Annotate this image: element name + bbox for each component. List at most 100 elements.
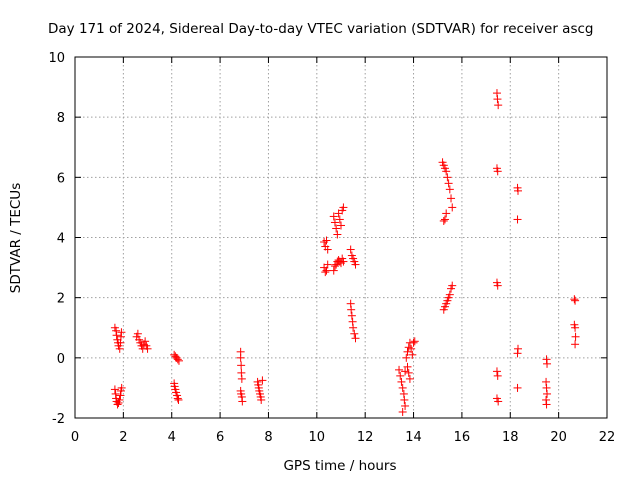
- data-point: [339, 257, 348, 266]
- data-point: [339, 203, 348, 212]
- data-point: [513, 349, 522, 358]
- x-axis-label: GPS time / hours: [283, 458, 396, 474]
- data-point: [401, 401, 410, 410]
- data-point: [444, 179, 453, 188]
- data-point: [400, 395, 409, 404]
- data-point: [442, 209, 451, 218]
- data-point: [447, 194, 456, 203]
- x-tick-label: 16: [454, 430, 471, 445]
- data-point: [330, 218, 339, 227]
- x-tick-labels: 0 2 4 6 8 10 12 14 16 18 20 22: [71, 430, 615, 445]
- data-point: [133, 329, 142, 338]
- data-point: [258, 376, 267, 385]
- grid: [75, 57, 607, 418]
- data-point: [322, 236, 331, 245]
- data-point: [113, 400, 122, 409]
- y-tick-label: 8: [57, 111, 65, 126]
- data-point: [570, 295, 579, 304]
- data-point: [347, 305, 356, 314]
- data-point: [402, 353, 411, 362]
- data-point: [543, 359, 552, 368]
- data-point: [493, 95, 502, 104]
- data-point: [494, 397, 503, 406]
- x-tick-label: 2: [119, 430, 127, 445]
- data-point: [395, 365, 404, 374]
- x-tick-label: 4: [168, 430, 176, 445]
- data-point: [237, 361, 246, 370]
- data-point: [321, 268, 330, 277]
- data-point: [494, 101, 503, 110]
- data-point: [346, 245, 355, 254]
- data-point: [351, 260, 360, 269]
- data-point: [514, 186, 523, 195]
- data-point: [112, 331, 121, 340]
- data-point: [173, 355, 182, 364]
- data-point: [349, 323, 358, 332]
- data-point: [409, 338, 418, 347]
- data-point: [493, 167, 502, 176]
- data-point: [571, 332, 580, 341]
- data-point: [117, 328, 126, 337]
- data-point: [174, 395, 183, 404]
- x-tick-label: 0: [71, 430, 79, 445]
- y-tick-label: -2: [52, 412, 65, 427]
- axis-ticks: [74, 56, 608, 419]
- x-tick-label: 6: [216, 430, 224, 445]
- data-point: [337, 221, 345, 230]
- data-point: [398, 383, 407, 392]
- x-tick-label: 10: [309, 430, 326, 445]
- data-point: [404, 368, 413, 377]
- data-point: [347, 311, 356, 320]
- data-point: [237, 374, 246, 383]
- y-axis-label: SDTVAR / TECUs: [8, 183, 24, 293]
- data-point: [493, 371, 502, 380]
- data-point: [141, 337, 150, 346]
- data-point: [335, 215, 344, 224]
- data-point: [448, 203, 457, 212]
- data-point: [397, 377, 406, 386]
- data-point: [443, 173, 452, 182]
- data-point: [410, 337, 419, 346]
- chart-title: Day 171 of 2024, Sidereal Day-to-day VTE…: [48, 21, 593, 37]
- data-point: [492, 367, 501, 376]
- data-point: [445, 185, 454, 194]
- y-tick-label: 6: [57, 171, 65, 186]
- data-point: [143, 344, 152, 353]
- data-point: [513, 383, 522, 392]
- y-tick-label: 2: [57, 292, 65, 307]
- data-point: [323, 245, 332, 254]
- data-point: [407, 344, 416, 353]
- data-point: [238, 397, 247, 406]
- data-points: [110, 89, 580, 416]
- data-point: [445, 290, 454, 299]
- y-tick-label: 10: [48, 51, 65, 66]
- data-point: [493, 281, 502, 290]
- data-point: [398, 407, 407, 416]
- data-point: [110, 385, 119, 394]
- data-point: [330, 262, 339, 271]
- x-tick-label: 18: [502, 430, 519, 445]
- data-point: [542, 400, 551, 409]
- y-tick-labels: -2 0 2 4 6 8 10: [48, 51, 65, 427]
- data-point: [173, 394, 182, 403]
- data-point: [257, 395, 266, 404]
- data-point: [350, 329, 359, 338]
- data-point: [543, 389, 552, 398]
- data-point: [236, 353, 245, 362]
- data-point: [115, 344, 124, 353]
- x-tick-label: 20: [550, 430, 567, 445]
- data-point: [115, 395, 124, 404]
- data-point: [408, 350, 417, 359]
- x-tick-label: 22: [599, 430, 616, 445]
- y-tick-label: 4: [57, 232, 65, 247]
- data-point: [322, 266, 331, 275]
- data-point: [571, 340, 580, 349]
- x-tick-label: 12: [357, 430, 374, 445]
- y-tick-label: 0: [57, 352, 65, 367]
- data-point: [117, 383, 126, 392]
- data-point: [351, 334, 360, 343]
- data-point: [513, 215, 522, 224]
- data-point: [333, 230, 342, 239]
- data-point: [405, 374, 414, 383]
